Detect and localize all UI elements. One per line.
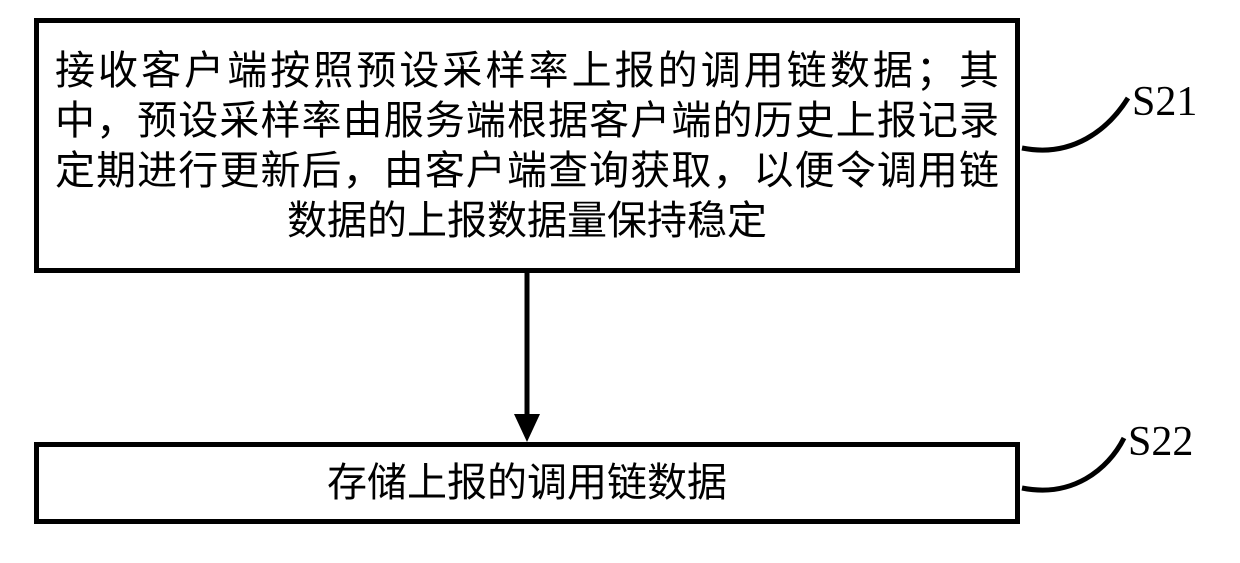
flow-arrow-head <box>514 414 540 442</box>
connector-layer <box>0 0 1240 563</box>
flow-arrow <box>514 273 540 442</box>
leader-line-s21 <box>1022 98 1128 150</box>
flowchart-canvas: 接收客户端按照预设采样率上报的调用链数据；其中，预设采样率由服务端根据客户端的历… <box>0 0 1240 563</box>
leader-line-s22 <box>1022 438 1124 490</box>
